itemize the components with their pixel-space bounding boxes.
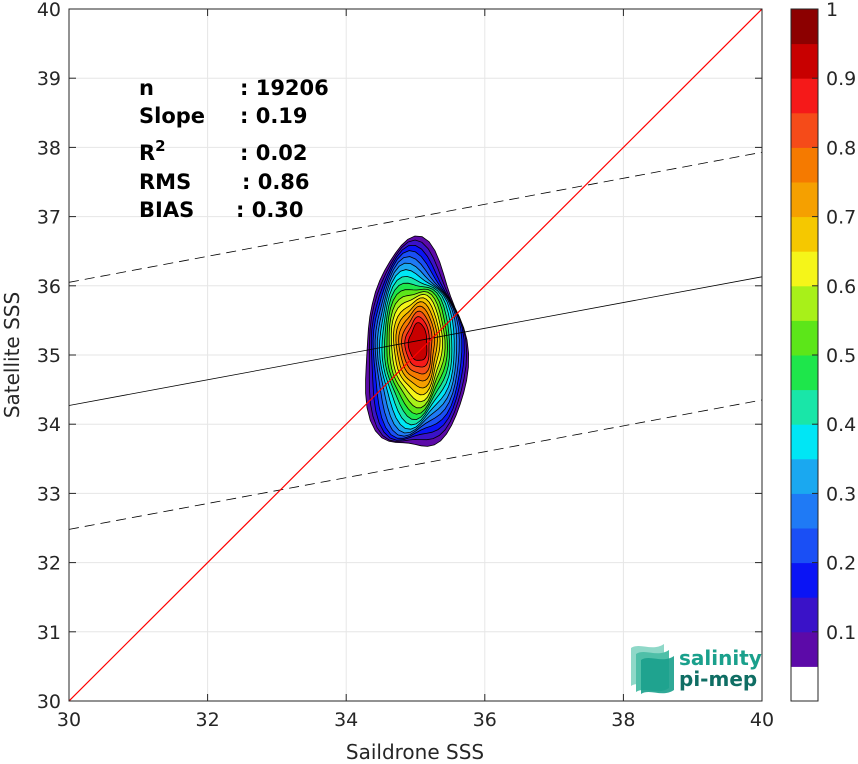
- y-tick-label: 35: [37, 345, 61, 367]
- y-tick-label: 36: [37, 276, 61, 298]
- colorbar-segment: [791, 493, 818, 529]
- x-tick-label: 40: [750, 709, 774, 731]
- colorbar-segment: [791, 597, 818, 633]
- colorbar-tick-label: 0.3: [826, 483, 856, 505]
- x-tick-label: 32: [196, 709, 220, 731]
- identity-line: [69, 9, 762, 701]
- y-tick-label: 40: [37, 0, 61, 21]
- colorbar-segment: [791, 666, 818, 702]
- stat-value: : 0.30: [236, 198, 304, 222]
- colorbar-segment: [791, 9, 818, 45]
- contour-level-0.9: [407, 322, 428, 361]
- stat-value: : 0.19: [240, 104, 308, 128]
- x-tick-label: 30: [57, 709, 81, 731]
- stat-label: RMS: [139, 170, 191, 194]
- colorbar-segment: [791, 182, 818, 218]
- colorbar: 0.1 0.2 0.3 0.4 0.5 0.6 0.7 0.8 0.9 1: [790, 0, 856, 702]
- salinity-pi-mep-logo: salinity pi-mep: [631, 644, 762, 694]
- logo-line1: salinity: [679, 646, 762, 670]
- y-tick-label: 32: [37, 553, 61, 575]
- colorbar-segment: [791, 631, 818, 667]
- logo-waves-icon: [631, 644, 674, 694]
- colorbar-tick-label: 0.8: [826, 137, 856, 159]
- colorbar-segment: [791, 528, 818, 564]
- y-tick-label: 37: [37, 207, 61, 229]
- stat-value: : 0.02: [240, 141, 308, 165]
- confidence-bound-1: [69, 151, 762, 283]
- colorbar-tick-label: 0.4: [826, 414, 856, 436]
- stat-label: n: [139, 76, 154, 100]
- y-tick-label: 39: [37, 68, 61, 90]
- y-ticks: 30 31 32 33 34 35 36 37 38 39 40: [37, 0, 762, 713]
- density-contours: [365, 235, 470, 447]
- colorbar-segment: [791, 285, 818, 321]
- regression-line: [69, 276, 762, 406]
- colorbar-tick-label: 0.9: [826, 68, 856, 90]
- colorbar-segment: [791, 78, 818, 114]
- colorbar-segment: [791, 424, 818, 460]
- y-axis-label: Satellite SSS: [0, 292, 24, 418]
- colorbar-tick-label: 0.6: [826, 276, 856, 298]
- colorbar-segment: [791, 147, 818, 183]
- colorbar-segment: [791, 43, 818, 79]
- stat-label: BIAS: [139, 198, 194, 222]
- y-tick-label: 30: [37, 691, 61, 713]
- y-tick-label: 31: [37, 622, 61, 644]
- stat-superscript: 2: [155, 137, 165, 155]
- colorbar-segment: [791, 562, 818, 598]
- x-tick-label: 36: [473, 709, 497, 731]
- stat-label: R2: [139, 137, 166, 165]
- colorbar-tick-label: 0.7: [826, 207, 856, 229]
- stat-label: Slope: [139, 104, 205, 128]
- y-tick-label: 34: [37, 414, 61, 436]
- colorbar-tick-label: 0.2: [826, 553, 856, 575]
- colorbar-tick-label: 1: [826, 0, 838, 21]
- x-tick-label: 34: [334, 709, 358, 731]
- y-tick-label: 33: [37, 483, 61, 505]
- y-tick-label: 38: [37, 137, 61, 159]
- x-axis-label: Saildrone SSS: [346, 740, 484, 764]
- x-ticks: 30 32 34 36 38 40: [57, 9, 774, 731]
- colorbar-tick-label: 0.1: [826, 622, 856, 644]
- stat-value: : 19206: [240, 76, 329, 100]
- colorbar-segment: [791, 216, 818, 252]
- stat-value: : 0.86: [242, 170, 310, 194]
- colorbar-segment: [791, 251, 818, 287]
- confidence-bound-2: [69, 399, 762, 530]
- x-tick-label: 38: [611, 709, 635, 731]
- colorbar-segment: [791, 320, 818, 356]
- reference-lines: [69, 9, 762, 701]
- colorbar-segment: [791, 389, 818, 425]
- logo-line2: pi-mep: [679, 667, 757, 691]
- colorbar-segment: [791, 355, 818, 391]
- colorbar-tick-label: 0.5: [826, 345, 856, 367]
- colorbar-segment: [791, 112, 818, 148]
- statistics-box: n : 19206 Slope : 0.19 R2 : 0.02 RMS : 0.86 BIAS…: [139, 76, 329, 222]
- colorbar-segment: [791, 458, 818, 494]
